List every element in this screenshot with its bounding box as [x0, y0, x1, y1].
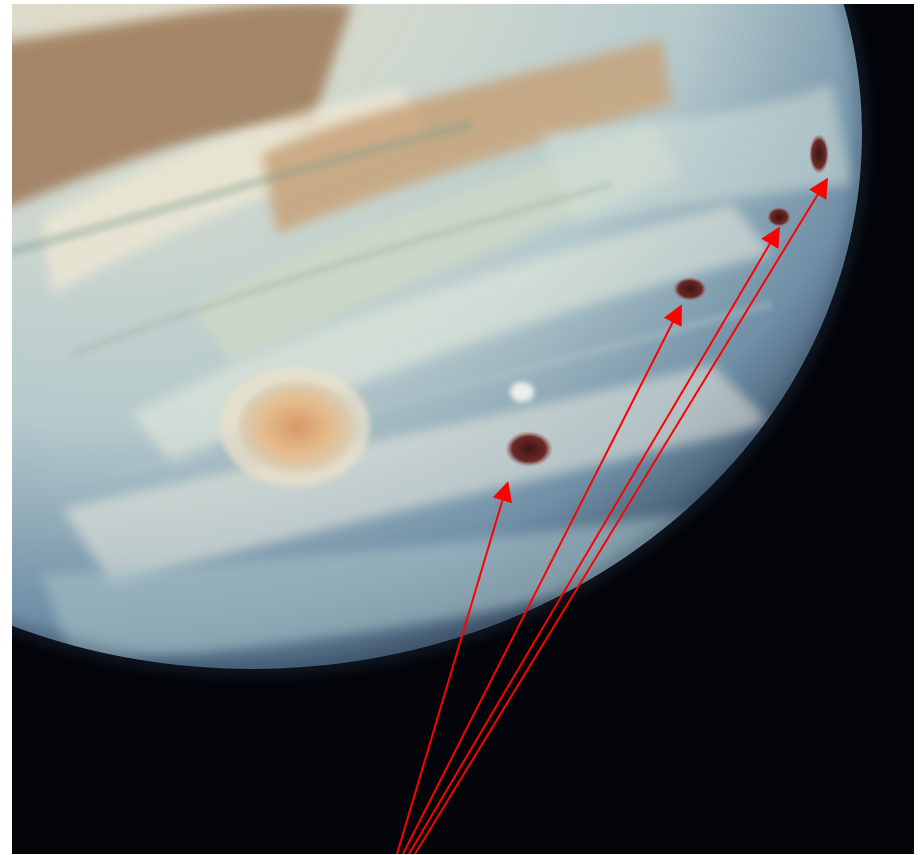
- impact-spot-2: [673, 277, 707, 301]
- arrow-line-1: [396, 481, 513, 854]
- great-red-spot: [239, 382, 355, 472]
- planet-disk: [12, 4, 862, 669]
- planet-scene: [12, 4, 914, 854]
- impact-spot-1: [505, 431, 553, 467]
- arrow-line-4: [414, 177, 829, 854]
- arrow-line-3: [408, 226, 781, 854]
- impact-spot-3: [767, 207, 791, 227]
- planet-photograph: [12, 4, 914, 854]
- impact-spot-4: [809, 134, 829, 174]
- arrow-line-2: [402, 304, 682, 854]
- annotation-arrows: [396, 177, 829, 854]
